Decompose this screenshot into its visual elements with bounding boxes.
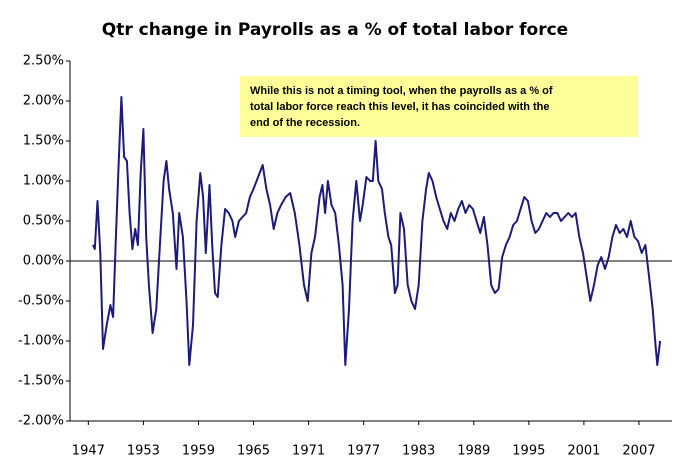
chart-title: Qtr change in Payrolls as a % of total l… — [102, 20, 568, 40]
annotation: end of the recession. — [250, 117, 360, 129]
x-tick-label: 1965 — [237, 444, 270, 459]
x-tick-label: 1995 — [512, 444, 545, 459]
y-tick-label: 0.00% — [23, 254, 64, 269]
y-tick-label: 1.00% — [23, 174, 64, 189]
y-tick-label: 0.50% — [23, 214, 64, 229]
x-tick-label: 1971 — [292, 444, 325, 459]
y-tick-label: -0.50% — [18, 294, 64, 309]
y-tick-label: 2.00% — [23, 94, 64, 109]
x-tick-label: 2001 — [567, 444, 600, 459]
y-tick-label: 1.50% — [23, 134, 64, 149]
x-tick-label: 1989 — [457, 444, 490, 459]
y-tick-label: -2.00% — [18, 414, 64, 429]
annotation: total labor force reach this level, it h… — [250, 101, 550, 113]
annotation: While this is not a timing tool, when th… — [250, 85, 553, 97]
y-tick-label: -1.50% — [18, 374, 64, 389]
x-tick-label: 1953 — [127, 444, 160, 459]
y-tick-label: -1.00% — [18, 334, 64, 349]
x-tick-label: 1983 — [402, 444, 435, 459]
x-tick-label: 1977 — [347, 444, 380, 459]
y-tick-label: 2.50% — [23, 54, 64, 69]
annotation-box — [240, 76, 638, 137]
x-tick-label: 1959 — [182, 444, 215, 459]
data-line — [91, 96, 662, 366]
x-tick-label: 2007 — [622, 444, 655, 459]
x-tick-label: 1947 — [72, 444, 105, 459]
